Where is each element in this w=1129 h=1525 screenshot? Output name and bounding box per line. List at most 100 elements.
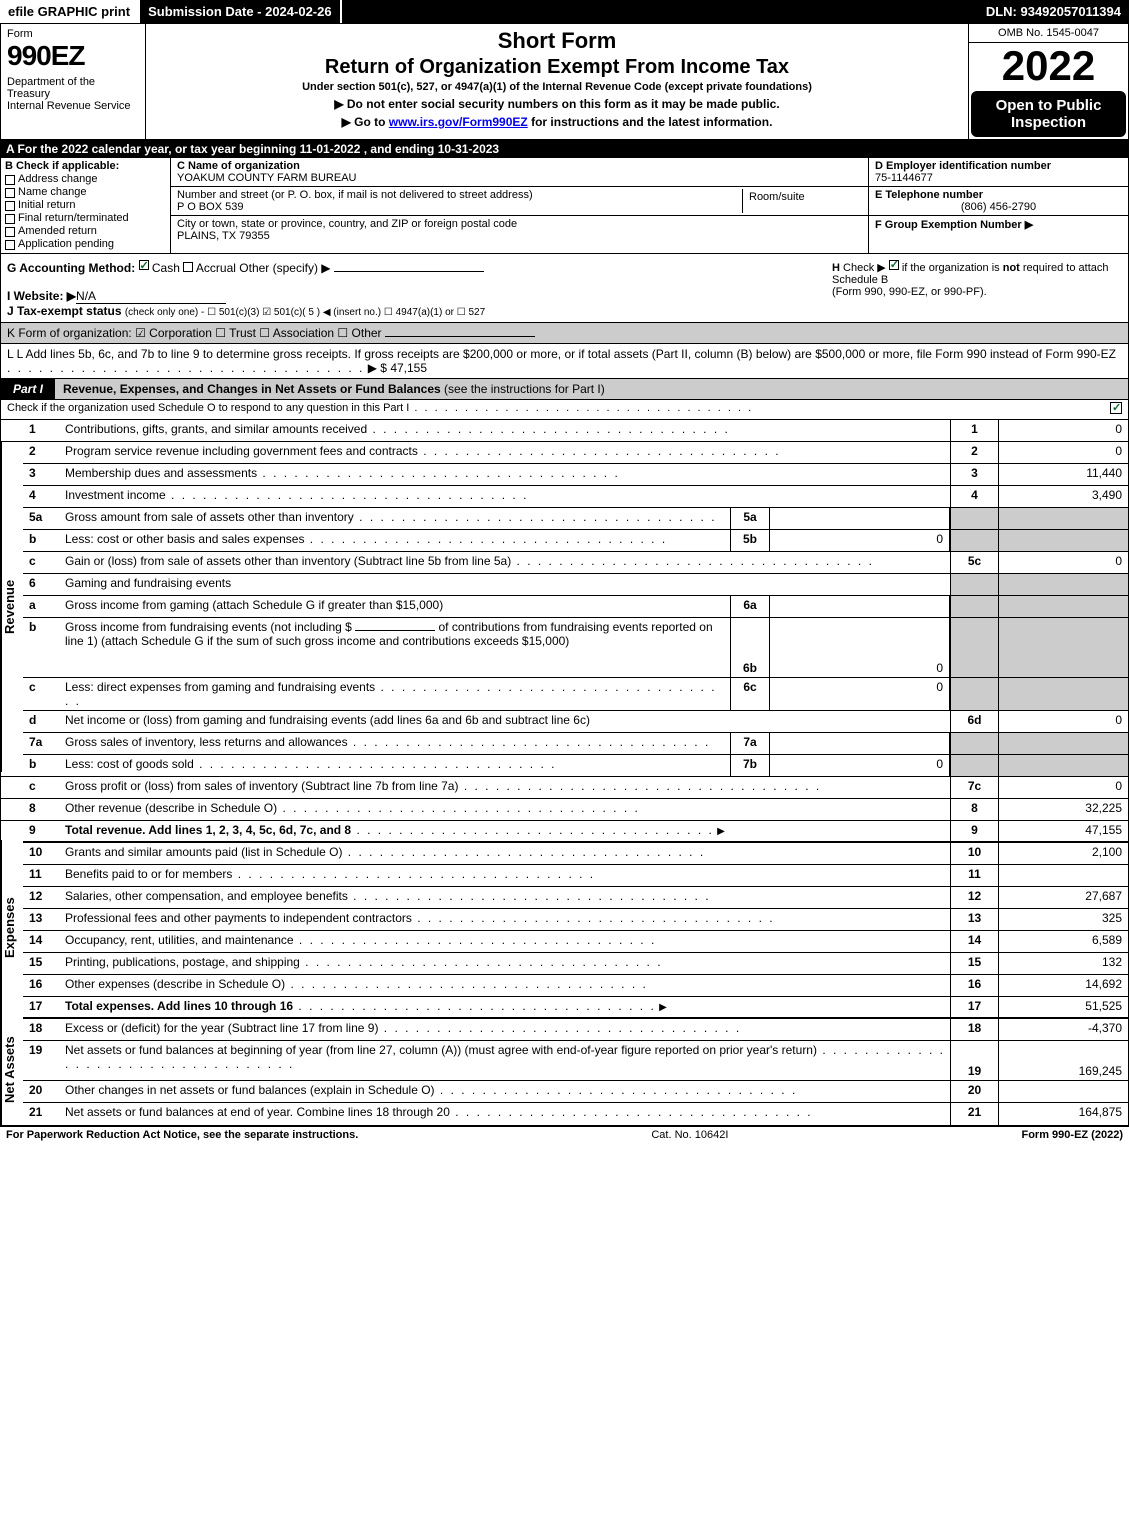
row-5a-subval (770, 508, 950, 529)
page-footer: For Paperwork Reduction Act Notice, see … (0, 1126, 1129, 1143)
section-b-label: B Check if applicable: (5, 160, 166, 172)
section-e-label: E Telephone number (875, 189, 983, 201)
row-16-amt: 14,692 (998, 975, 1128, 996)
row-16-line: 16 (950, 975, 998, 996)
row-6a-sublbl: 6a (730, 596, 770, 617)
chk-name-change[interactable] (5, 188, 15, 198)
chk-cash[interactable] (139, 260, 149, 270)
row-7a-subval (770, 733, 950, 754)
row-6b-blank[interactable] (355, 630, 435, 631)
footer-mid: Cat. No. 10642I (651, 1129, 728, 1141)
section-i-label: I Website: ▶ (7, 289, 76, 303)
section-k: K Form of organization: ☑ Corporation ☐ … (0, 323, 1129, 344)
row-7b-amt-shaded (998, 755, 1128, 776)
chk-schedule-o-used[interactable] (1110, 402, 1122, 414)
chk-final-return[interactable] (5, 214, 15, 224)
row-6c-line-shaded (950, 678, 998, 710)
row-6b-sublbl: 6b (730, 618, 770, 677)
part1-tab: Part I (1, 379, 55, 399)
row-10-line: 10 (950, 843, 998, 864)
chk-schedule-b-not-required[interactable] (889, 260, 899, 270)
row-5c-amt: 0 (998, 552, 1128, 573)
chk-amended-return[interactable] (5, 227, 15, 237)
row-5a-line-shaded (950, 508, 998, 529)
row-17-line: 17 (950, 997, 998, 1017)
form-header: Form 990EZ Department of the Treasury In… (0, 23, 1129, 140)
instr2-prefix: ▶ Go to (342, 115, 389, 129)
row-19-amt: 169,245 (998, 1041, 1128, 1080)
header-left: Form 990EZ Department of the Treasury In… (1, 24, 146, 139)
row-8: 8 Other revenue (describe in Schedule O)… (1, 799, 1128, 821)
other-specify-input[interactable] (334, 271, 484, 272)
row-16: 16 Other expenses (describe in Schedule … (1, 975, 1128, 997)
under-section: Under section 501(c), 527, or 4947(a)(1)… (156, 81, 958, 93)
side-label-expenses: Expenses (1, 840, 23, 1015)
row-9-amt: 47,155 (998, 821, 1128, 841)
row-6a-line-shaded (950, 596, 998, 617)
row-4-amt: 3,490 (998, 486, 1128, 507)
form-label: Form (7, 28, 139, 40)
row-12-amt: 27,687 (998, 887, 1128, 908)
row-18-amt: -4,370 (998, 1019, 1128, 1040)
row-g-h: G Accounting Method: Cash Accrual Other … (0, 254, 1129, 323)
row-5b-amt-shaded (998, 530, 1128, 551)
row-15-desc: Printing, publications, postage, and shi… (65, 955, 300, 969)
row-1-amt: 0 (998, 420, 1128, 441)
row-5b-subval: 0 (770, 530, 950, 551)
chk-application-pending[interactable] (5, 240, 15, 250)
section-l-text: L Add lines 5b, 6c, and 7b to line 9 to … (17, 347, 1116, 361)
section-f-label: F Group Exemption Number ▶ (875, 219, 1033, 231)
ein: 75-1144677 (875, 172, 933, 184)
row-21-desc: Net assets or fund balances at end of ye… (65, 1105, 450, 1119)
row-6-desc: Gaming and fundraising events (65, 576, 231, 590)
accrual-label: Accrual (196, 261, 236, 275)
section-l: L L Add lines 5b, 6c, and 7b to line 9 t… (0, 344, 1129, 379)
section-h: H Check ▶ if the organization is not req… (832, 258, 1122, 318)
efile-label: efile GRAPHIC print (0, 0, 140, 23)
row-7c-desc: Gross profit or (loss) from sales of inv… (65, 779, 458, 793)
row-11: 11 Benefits paid to or for members 11 (1, 865, 1128, 887)
row-5c: c Gain or (loss) from sale of assets oth… (1, 552, 1128, 574)
irs-link[interactable]: www.irs.gov/Form990EZ (389, 115, 528, 129)
chk-initial-return-label: Initial return (18, 199, 75, 211)
row-7b-subval: 0 (770, 755, 950, 776)
chk-address-change[interactable] (5, 175, 15, 185)
row-13-desc: Professional fees and other payments to … (65, 911, 412, 925)
row-9-desc: Total revenue. Add lines 1, 2, 3, 4, 5c,… (65, 823, 351, 837)
org-address: P O BOX 539 (177, 201, 243, 213)
row-11-desc: Benefits paid to or for members (65, 867, 232, 881)
row-4-line: 4 (950, 486, 998, 507)
org-name: YOAKUM COUNTY FARM BUREAU (177, 172, 357, 184)
row-2-desc: Program service revenue including govern… (65, 444, 418, 458)
row-7a: 7a Gross sales of inventory, less return… (1, 733, 1128, 755)
chk-initial-return[interactable] (5, 201, 15, 211)
row-4-desc: Investment income (65, 488, 166, 502)
chk-application-pending-label: Application pending (18, 238, 114, 250)
row-3: 3 Membership dues and assessments 3 11,4… (1, 464, 1128, 486)
part1-check-row: Check if the organization used Schedule … (0, 400, 1129, 420)
topbar: efile GRAPHIC print Submission Date - 20… (0, 0, 1129, 23)
row-5b: b Less: cost or other basis and sales ex… (1, 530, 1128, 552)
row-14: 14 Occupancy, rent, utilities, and maint… (1, 931, 1128, 953)
row-21-amt: 164,875 (998, 1103, 1128, 1125)
row-2-line: 2 (950, 442, 998, 463)
phone: (806) 456-2790 (875, 201, 1122, 213)
topbar-left: efile GRAPHIC print Submission Date - 20… (0, 0, 342, 23)
section-b: B Check if applicable: Address change Na… (1, 158, 171, 253)
chk-accrual[interactable] (183, 262, 193, 272)
open-to-public: Open to Public Inspection (971, 91, 1126, 137)
section-k-other-input[interactable] (385, 336, 535, 337)
row-19-line: 19 (950, 1041, 998, 1080)
row-13-line: 13 (950, 909, 998, 930)
row-9-num: 9 (1, 821, 61, 841)
row-6d-amt: 0 (998, 711, 1128, 732)
row-7a-line-shaded (950, 733, 998, 754)
row-6a-desc: Gross income from gaming (attach Schedul… (65, 598, 443, 612)
section-l-arrow: ▶ $ (368, 361, 387, 375)
chk-amended-return-label: Amended return (18, 225, 97, 237)
row-21-line: 21 (950, 1103, 998, 1125)
row-17-amt: 51,525 (998, 997, 1128, 1017)
row-5b-sublbl: 5b (730, 530, 770, 551)
row-17: 17 Total expenses. Add lines 10 through … (1, 997, 1128, 1019)
row-7a-sublbl: 7a (730, 733, 770, 754)
